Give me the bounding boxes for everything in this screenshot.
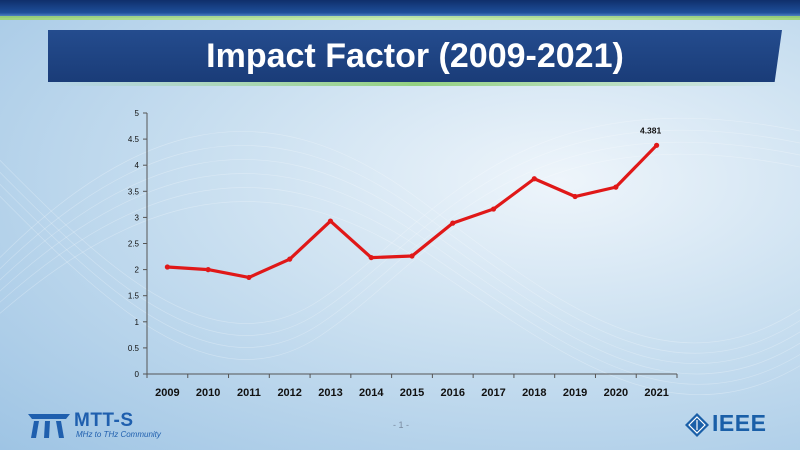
x-tick-label: 2020 xyxy=(604,387,628,399)
y-tick-label: 0.5 xyxy=(128,344,140,353)
x-tick-label: 2018 xyxy=(522,387,546,399)
top-bar-accent xyxy=(0,16,800,20)
data-point xyxy=(327,218,334,224)
y-tick-label: 0 xyxy=(135,370,140,379)
data-point xyxy=(164,264,170,270)
y-tick-label: 4 xyxy=(135,161,140,170)
data-point xyxy=(409,253,415,259)
ieee-diamond-icon xyxy=(685,413,709,437)
x-axis: 2009 2010 2011 2012 2013 2014 2015 2016 2017 2018… xyxy=(146,373,678,399)
data-point xyxy=(654,142,660,148)
x-tick-label: 2014 xyxy=(359,387,384,399)
title-band xyxy=(48,30,782,82)
mtt-s-logo-text: MTT-S xyxy=(74,410,134,431)
data-point xyxy=(531,176,537,182)
x-tick-label: 2011 xyxy=(237,387,261,399)
data-point xyxy=(613,184,619,190)
y-tick-label: 1.5 xyxy=(128,292,140,301)
page-number: - 1 - xyxy=(392,420,409,430)
x-tick-label: 2012 xyxy=(277,387,301,399)
mtt-s-tagline: MHz to THz Community xyxy=(76,430,161,439)
mtt-s-logo-icon xyxy=(28,414,70,438)
y-tick-label: 5 xyxy=(135,109,140,118)
data-point xyxy=(450,220,456,226)
x-tick-label: 2017 xyxy=(481,387,505,399)
slide-title: Impact Factor (2009-2021) xyxy=(206,37,624,75)
x-tick-label: 2013 xyxy=(318,387,342,399)
y-tick-label: 2.5 xyxy=(128,240,140,249)
x-tick-label: 2021 xyxy=(644,387,668,399)
data-point xyxy=(368,254,374,261)
x-tick-label: 2016 xyxy=(441,387,465,399)
x-tick-label: 2009 xyxy=(155,387,179,399)
data-point xyxy=(287,256,293,262)
y-axis: 0 0.5 1 1.5 2 2.5 3 3.5 4 4.5 5 xyxy=(128,109,148,379)
ieee-logo-text: IEEE xyxy=(712,410,767,436)
y-tick-label: 1 xyxy=(135,318,140,327)
data-point xyxy=(205,267,211,273)
y-tick-label: 3.5 xyxy=(128,187,140,196)
data-point xyxy=(490,206,497,212)
series xyxy=(164,142,660,281)
y-tick-label: 3 xyxy=(135,213,140,222)
x-tick-label: 2010 xyxy=(196,387,220,399)
y-tick-label: 2 xyxy=(135,266,140,275)
y-tick-label: 4.5 xyxy=(128,135,140,144)
top-bar xyxy=(0,0,800,18)
data-label: 4.381 xyxy=(640,125,662,135)
x-tick-label: 2019 xyxy=(563,387,587,399)
data-point xyxy=(246,274,252,281)
data-point xyxy=(572,193,578,200)
data-labels: 4.381 xyxy=(640,125,662,135)
title-band-accent xyxy=(48,82,782,86)
x-tick-label: 2015 xyxy=(400,387,424,399)
